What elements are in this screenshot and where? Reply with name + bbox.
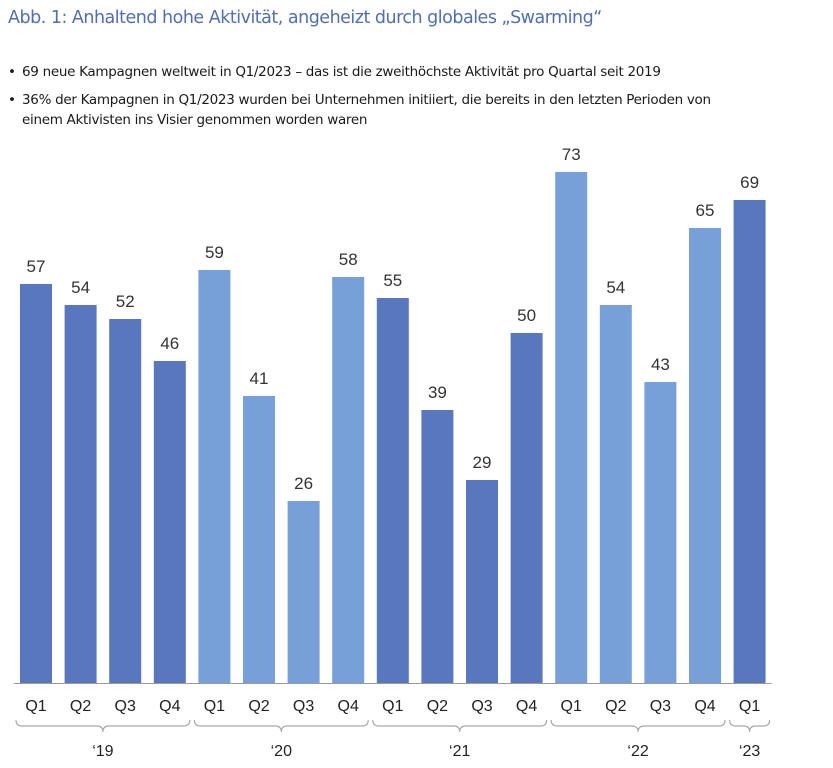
x-tick-label: Q3 xyxy=(471,698,492,715)
x-tick-label: Q4 xyxy=(338,698,359,715)
bar-value-label: 73 xyxy=(562,145,581,164)
x-tick-label: Q3 xyxy=(293,698,314,715)
x-tick-label: Q3 xyxy=(650,698,671,715)
x-tick-label: Q4 xyxy=(694,698,715,715)
x-tick-labels-group: Q1 Q2 Q3 Q4 Q1 Q2 Q3 Q4 Q1 Q2 Q3 Q4 Q1 Q2 Q3 Q4 Q1 xyxy=(25,698,760,715)
bar-value-label: 29 xyxy=(473,453,492,472)
x-tick-label: Q1 xyxy=(204,698,225,715)
bar-value-label: 46 xyxy=(160,334,179,353)
bar xyxy=(510,333,543,683)
year-bracket xyxy=(550,719,726,733)
bar-value-label: 54 xyxy=(606,278,625,297)
year-bracket xyxy=(729,719,771,733)
value-labels-group: 57 54 52 46 59 41 26 58 55 39 29 50 73 54 43 65 69 xyxy=(27,145,760,493)
bar xyxy=(421,410,454,683)
bar-value-label: 65 xyxy=(696,201,715,220)
x-tick-label: Q2 xyxy=(427,698,448,715)
bar-value-label: 59 xyxy=(205,243,224,262)
bar xyxy=(153,361,186,683)
bullet-item: 36% der Kampagnen in Q1/2023 wurden bei … xyxy=(8,90,728,130)
year-label: ‘22 xyxy=(627,743,648,760)
bar-value-label: 54 xyxy=(71,278,90,297)
year-label: ‘23 xyxy=(739,743,760,760)
x-tick-label: Q2 xyxy=(70,698,91,715)
x-tick-label: Q2 xyxy=(248,698,269,715)
bar xyxy=(109,319,142,683)
bar xyxy=(287,501,320,683)
year-label: ‘20 xyxy=(271,743,292,760)
year-bracket xyxy=(15,719,191,733)
bullet-list: 69 neue Kampagnen weltweit in Q1/2023 – … xyxy=(8,62,728,138)
x-tick-label: Q4 xyxy=(159,698,180,715)
bar-value-label: 41 xyxy=(250,369,269,388)
year-labels-group: ‘19 ‘20 ‘21 ‘22 ‘23 xyxy=(92,743,760,760)
bar xyxy=(20,284,52,683)
year-brackets-group xyxy=(15,719,771,733)
bar-value-label: 50 xyxy=(517,306,536,325)
bar-value-label: 52 xyxy=(116,292,135,311)
x-tick-label: Q1 xyxy=(561,698,582,715)
bar xyxy=(466,480,498,683)
x-tick-label: Q3 xyxy=(115,698,136,715)
bar-value-label: 43 xyxy=(651,355,670,374)
bar xyxy=(376,298,409,683)
bar xyxy=(555,172,588,683)
year-bracket xyxy=(372,719,548,733)
bar-value-label: 57 xyxy=(27,257,46,276)
year-bracket xyxy=(193,719,369,733)
x-tick-label: Q1 xyxy=(739,698,760,715)
bar xyxy=(64,305,97,683)
x-tick-label: Q4 xyxy=(516,698,537,715)
bar-value-label: 58 xyxy=(339,250,358,269)
year-label: ‘19 xyxy=(92,743,113,760)
x-tick-label: Q2 xyxy=(605,698,626,715)
bar xyxy=(733,200,766,683)
x-tick-label: Q1 xyxy=(382,698,403,715)
bar-value-label: 55 xyxy=(383,271,402,290)
bar-value-label: 39 xyxy=(428,383,447,402)
bar-value-label: 26 xyxy=(294,474,313,493)
bar xyxy=(198,270,231,683)
bars-group xyxy=(14,172,772,684)
bar xyxy=(689,228,721,683)
chart-title: Abb. 1: Anhaltend hohe Aktivität, angehe… xyxy=(8,8,602,28)
bar xyxy=(599,305,632,683)
bar xyxy=(644,382,677,683)
bar xyxy=(332,277,365,683)
x-tick-label: Q1 xyxy=(25,698,46,715)
bullet-item: 69 neue Kampagnen weltweit in Q1/2023 – … xyxy=(8,62,728,82)
bar-value-label: 69 xyxy=(740,173,759,192)
bar xyxy=(243,396,275,683)
year-label: ‘21 xyxy=(449,743,470,760)
